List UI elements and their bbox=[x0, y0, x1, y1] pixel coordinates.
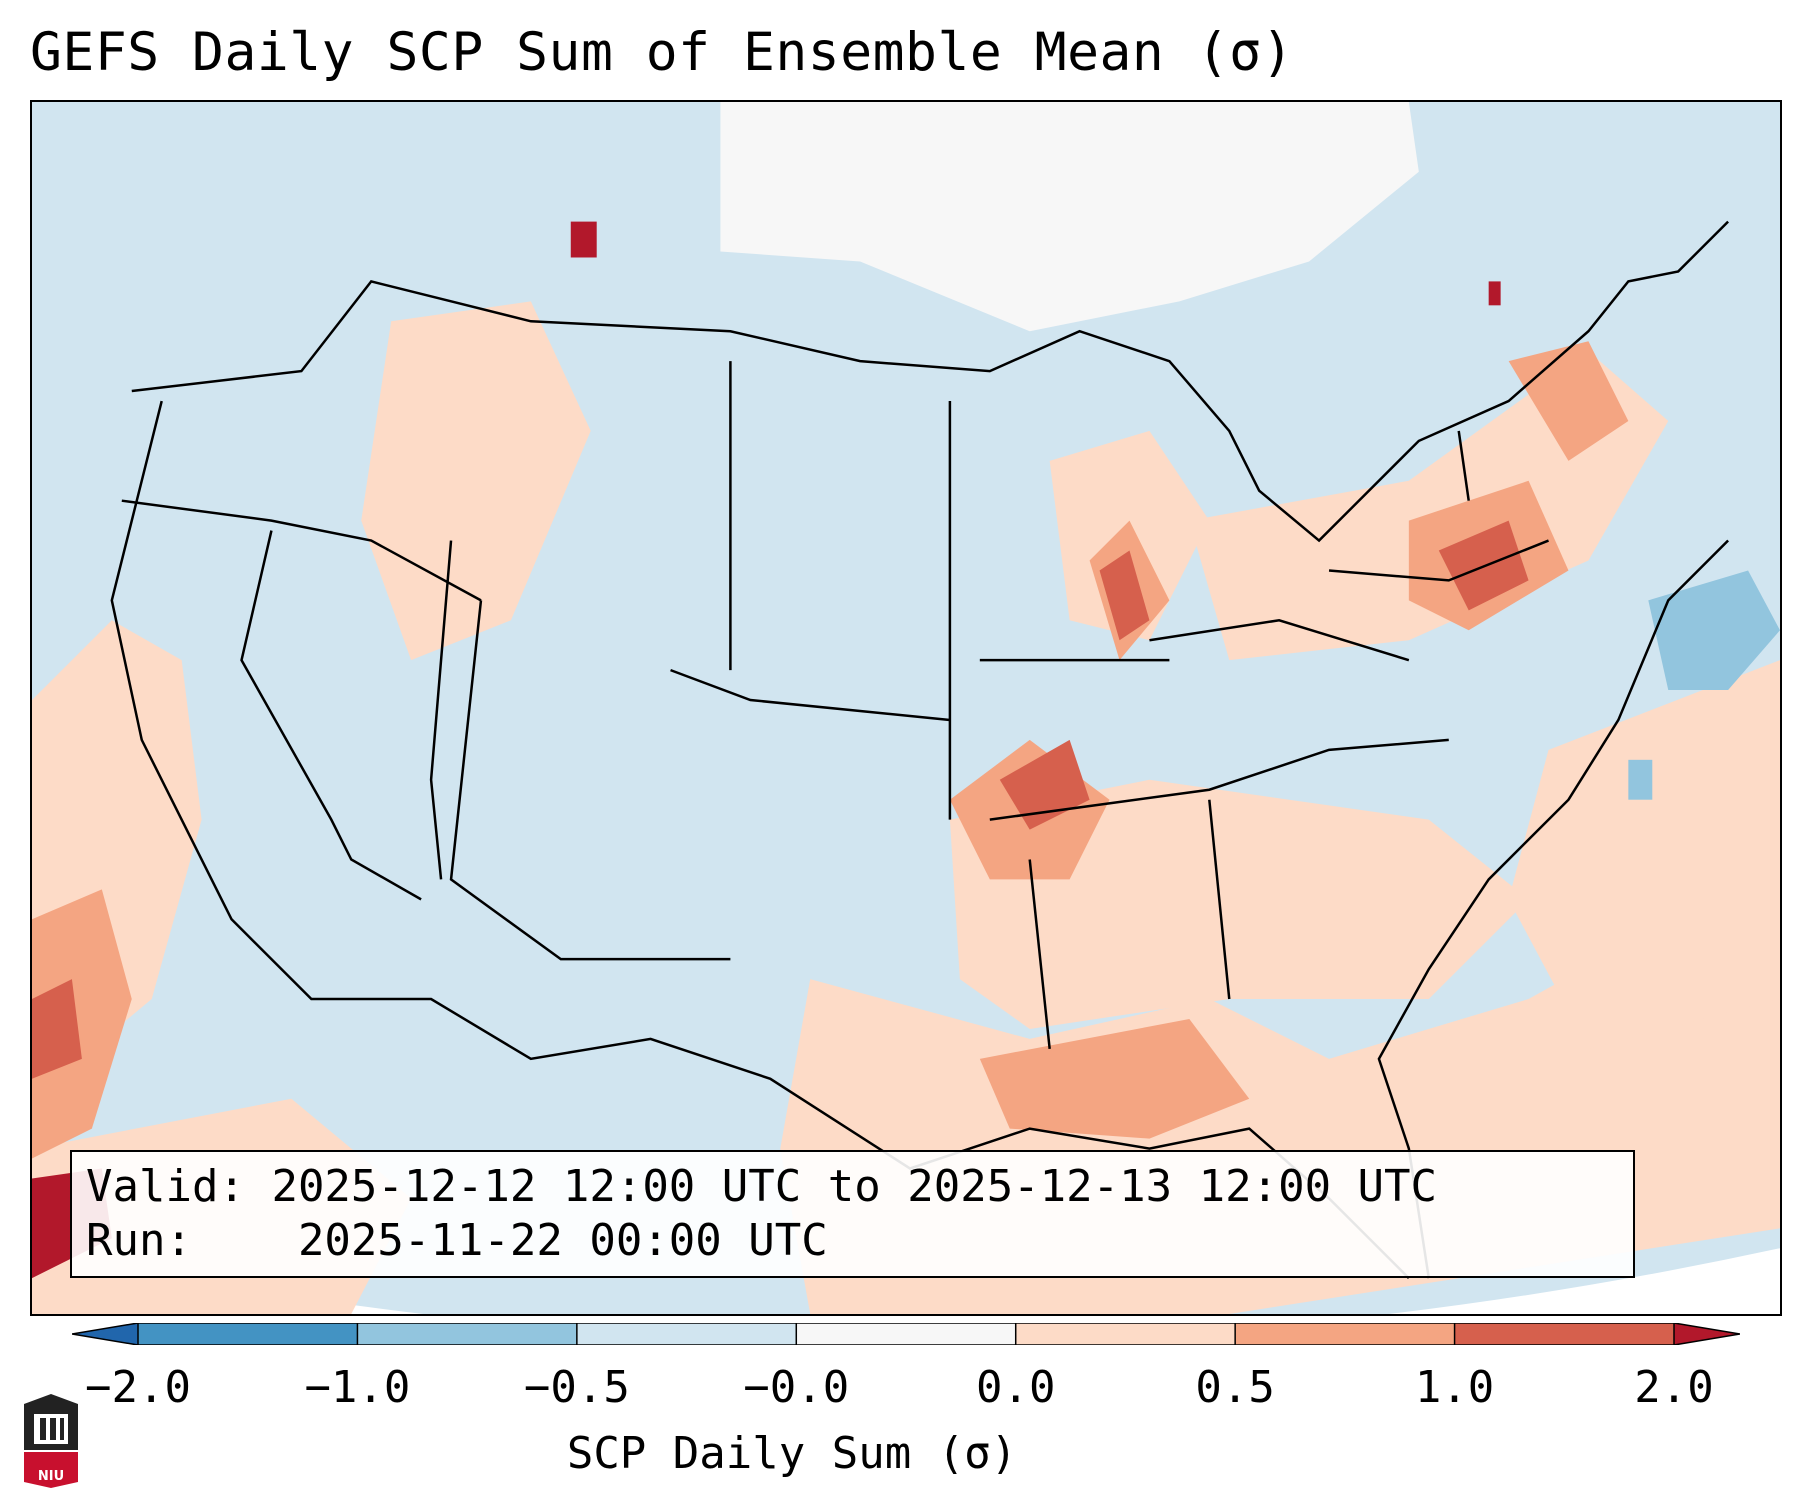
field-negative bbox=[1628, 570, 1780, 800]
colorbar-bin bbox=[796, 1323, 1017, 1345]
validity-info-box: Valid: 2025-12-12 12:00 UTC to 2025-12-1… bbox=[70, 1150, 1635, 1278]
colorbar-extend-high bbox=[1674, 1323, 1740, 1345]
colorbar-bin bbox=[1235, 1323, 1456, 1345]
chart-title: GEFS Daily SCP Sum of Ensemble Mean (σ) bbox=[30, 22, 1294, 83]
colorbar-tick-label: 0.0 bbox=[975, 1362, 1056, 1413]
colorbar bbox=[72, 1323, 1740, 1345]
run-value: 2025-11-22 00:00 UTC bbox=[297, 1215, 828, 1266]
niu-logo-text: NIU bbox=[37, 1469, 65, 1484]
colorbar-extend-low bbox=[72, 1323, 138, 1345]
colorbar-bin bbox=[1454, 1323, 1675, 1345]
colorbar-tick-label: −0.0 bbox=[743, 1362, 850, 1413]
colorbar-bin bbox=[138, 1323, 358, 1345]
colorbar-tick-label: −2.0 bbox=[85, 1362, 191, 1413]
colorbar-bin bbox=[1015, 1323, 1236, 1345]
boundary-lines bbox=[110, 220, 1730, 1279]
niu-logo-graphic bbox=[24, 1394, 78, 1488]
niu-logo: NIU bbox=[20, 1390, 82, 1490]
field-positive-strong bbox=[32, 520, 1529, 1079]
colorbar-tick-label: 2.0 bbox=[1634, 1362, 1714, 1413]
colorbar-bin bbox=[357, 1323, 578, 1345]
colorbar-svg bbox=[72, 1323, 1740, 1345]
run-label: Run: bbox=[86, 1215, 192, 1266]
valid-value: 2025-12-12 12:00 UTC to 2025-12-13 12:00… bbox=[271, 1161, 1438, 1212]
colorbar-tick-label: −0.5 bbox=[523, 1362, 630, 1413]
colorbar-label: SCP Daily Sum (σ) bbox=[566, 1428, 1018, 1479]
field-near-zero-north bbox=[720, 102, 1419, 332]
colorbar-bin bbox=[576, 1323, 797, 1345]
valid-label: Valid: bbox=[86, 1161, 245, 1212]
map-panel: Valid: 2025-12-12 12:00 UTC to 2025-12-1… bbox=[30, 100, 1782, 1316]
colorbar-tick-label: 1.0 bbox=[1414, 1362, 1495, 1413]
colorbar-tick-label: −1.0 bbox=[304, 1362, 411, 1413]
colorbar-tick-label: 0.5 bbox=[1195, 1362, 1275, 1413]
anomaly-map bbox=[32, 102, 1780, 1314]
